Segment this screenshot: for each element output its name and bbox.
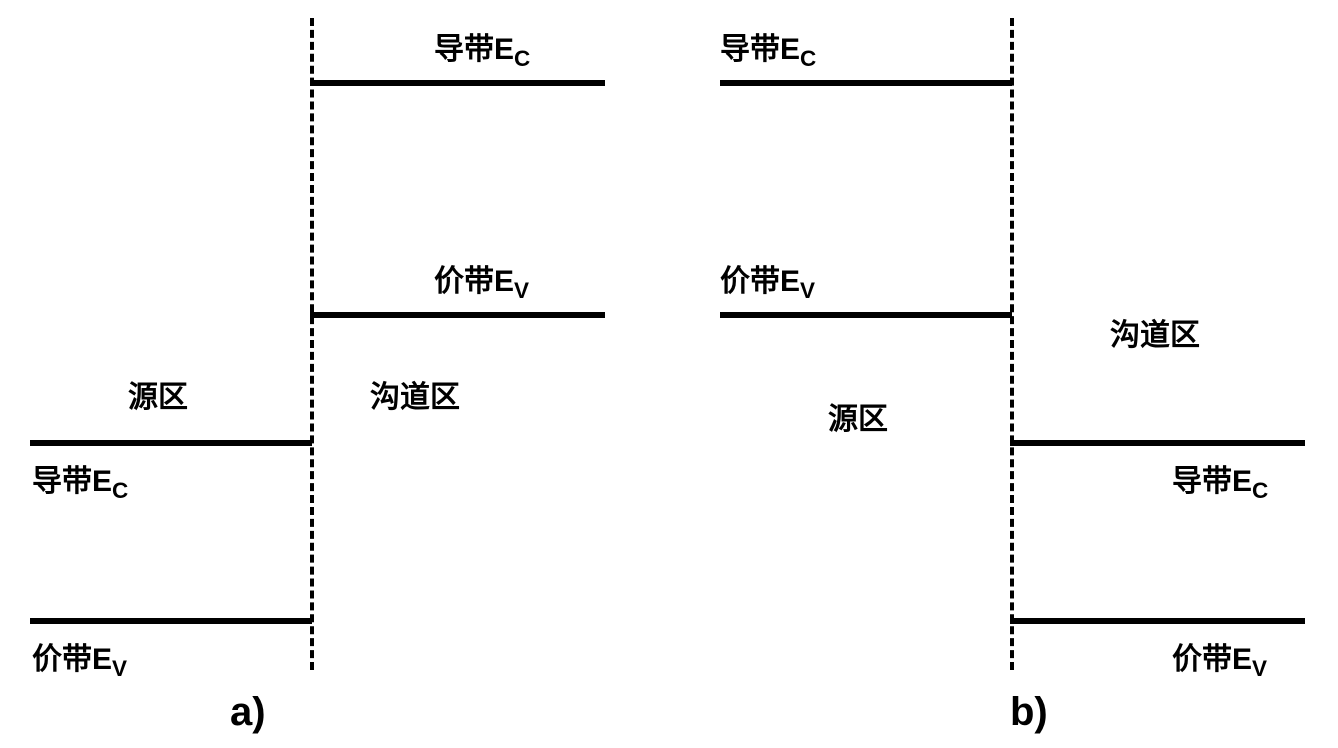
panel-a-right-valence-line	[310, 312, 605, 318]
panel-b-left-conduction-line	[720, 80, 1012, 86]
panel-a-right-valence-label: 价带EV	[434, 256, 529, 304]
panel-b-right-valence-line	[1010, 618, 1305, 624]
panel-b-right-valence-label: 价带EV	[1172, 634, 1267, 682]
panel-a-label: a)	[230, 690, 266, 735]
panel-a-right-region-label: 沟道区	[370, 372, 460, 416]
panel-b-left-valence-line	[720, 312, 1012, 318]
panel-b-label: b)	[1010, 690, 1048, 735]
panel-a-left-region-label: 源区	[128, 372, 188, 416]
panel-a-left-valence-line	[30, 618, 312, 624]
band-diagram-container: 导带EC 价带EV 源区 导带EC 价带EV 沟道区 a) 导带EC 价带EV …	[0, 0, 1338, 748]
panel-b-right-region-label: 沟道区	[1110, 310, 1200, 354]
panel-a-left-conduction-label: 导带EC	[32, 456, 128, 504]
panel-b-left-conduction-label: 导带EC	[720, 24, 816, 72]
panel-b-left-valence-label: 价带EV	[720, 256, 815, 304]
panel-a-dashed-divider	[310, 18, 314, 670]
panel-b-right-conduction-label: 导带EC	[1172, 456, 1268, 504]
panel-a-right-conduction-line	[310, 80, 605, 86]
panel-a-left-valence-label: 价带EV	[32, 634, 127, 682]
panel-b-right-conduction-line	[1010, 440, 1305, 446]
panel-a-left-conduction-line	[30, 440, 312, 446]
panel-b-dashed-divider	[1010, 18, 1014, 670]
panel-a-right-conduction-label: 导带EC	[434, 24, 530, 72]
panel-b-left-region-label: 源区	[828, 394, 888, 438]
